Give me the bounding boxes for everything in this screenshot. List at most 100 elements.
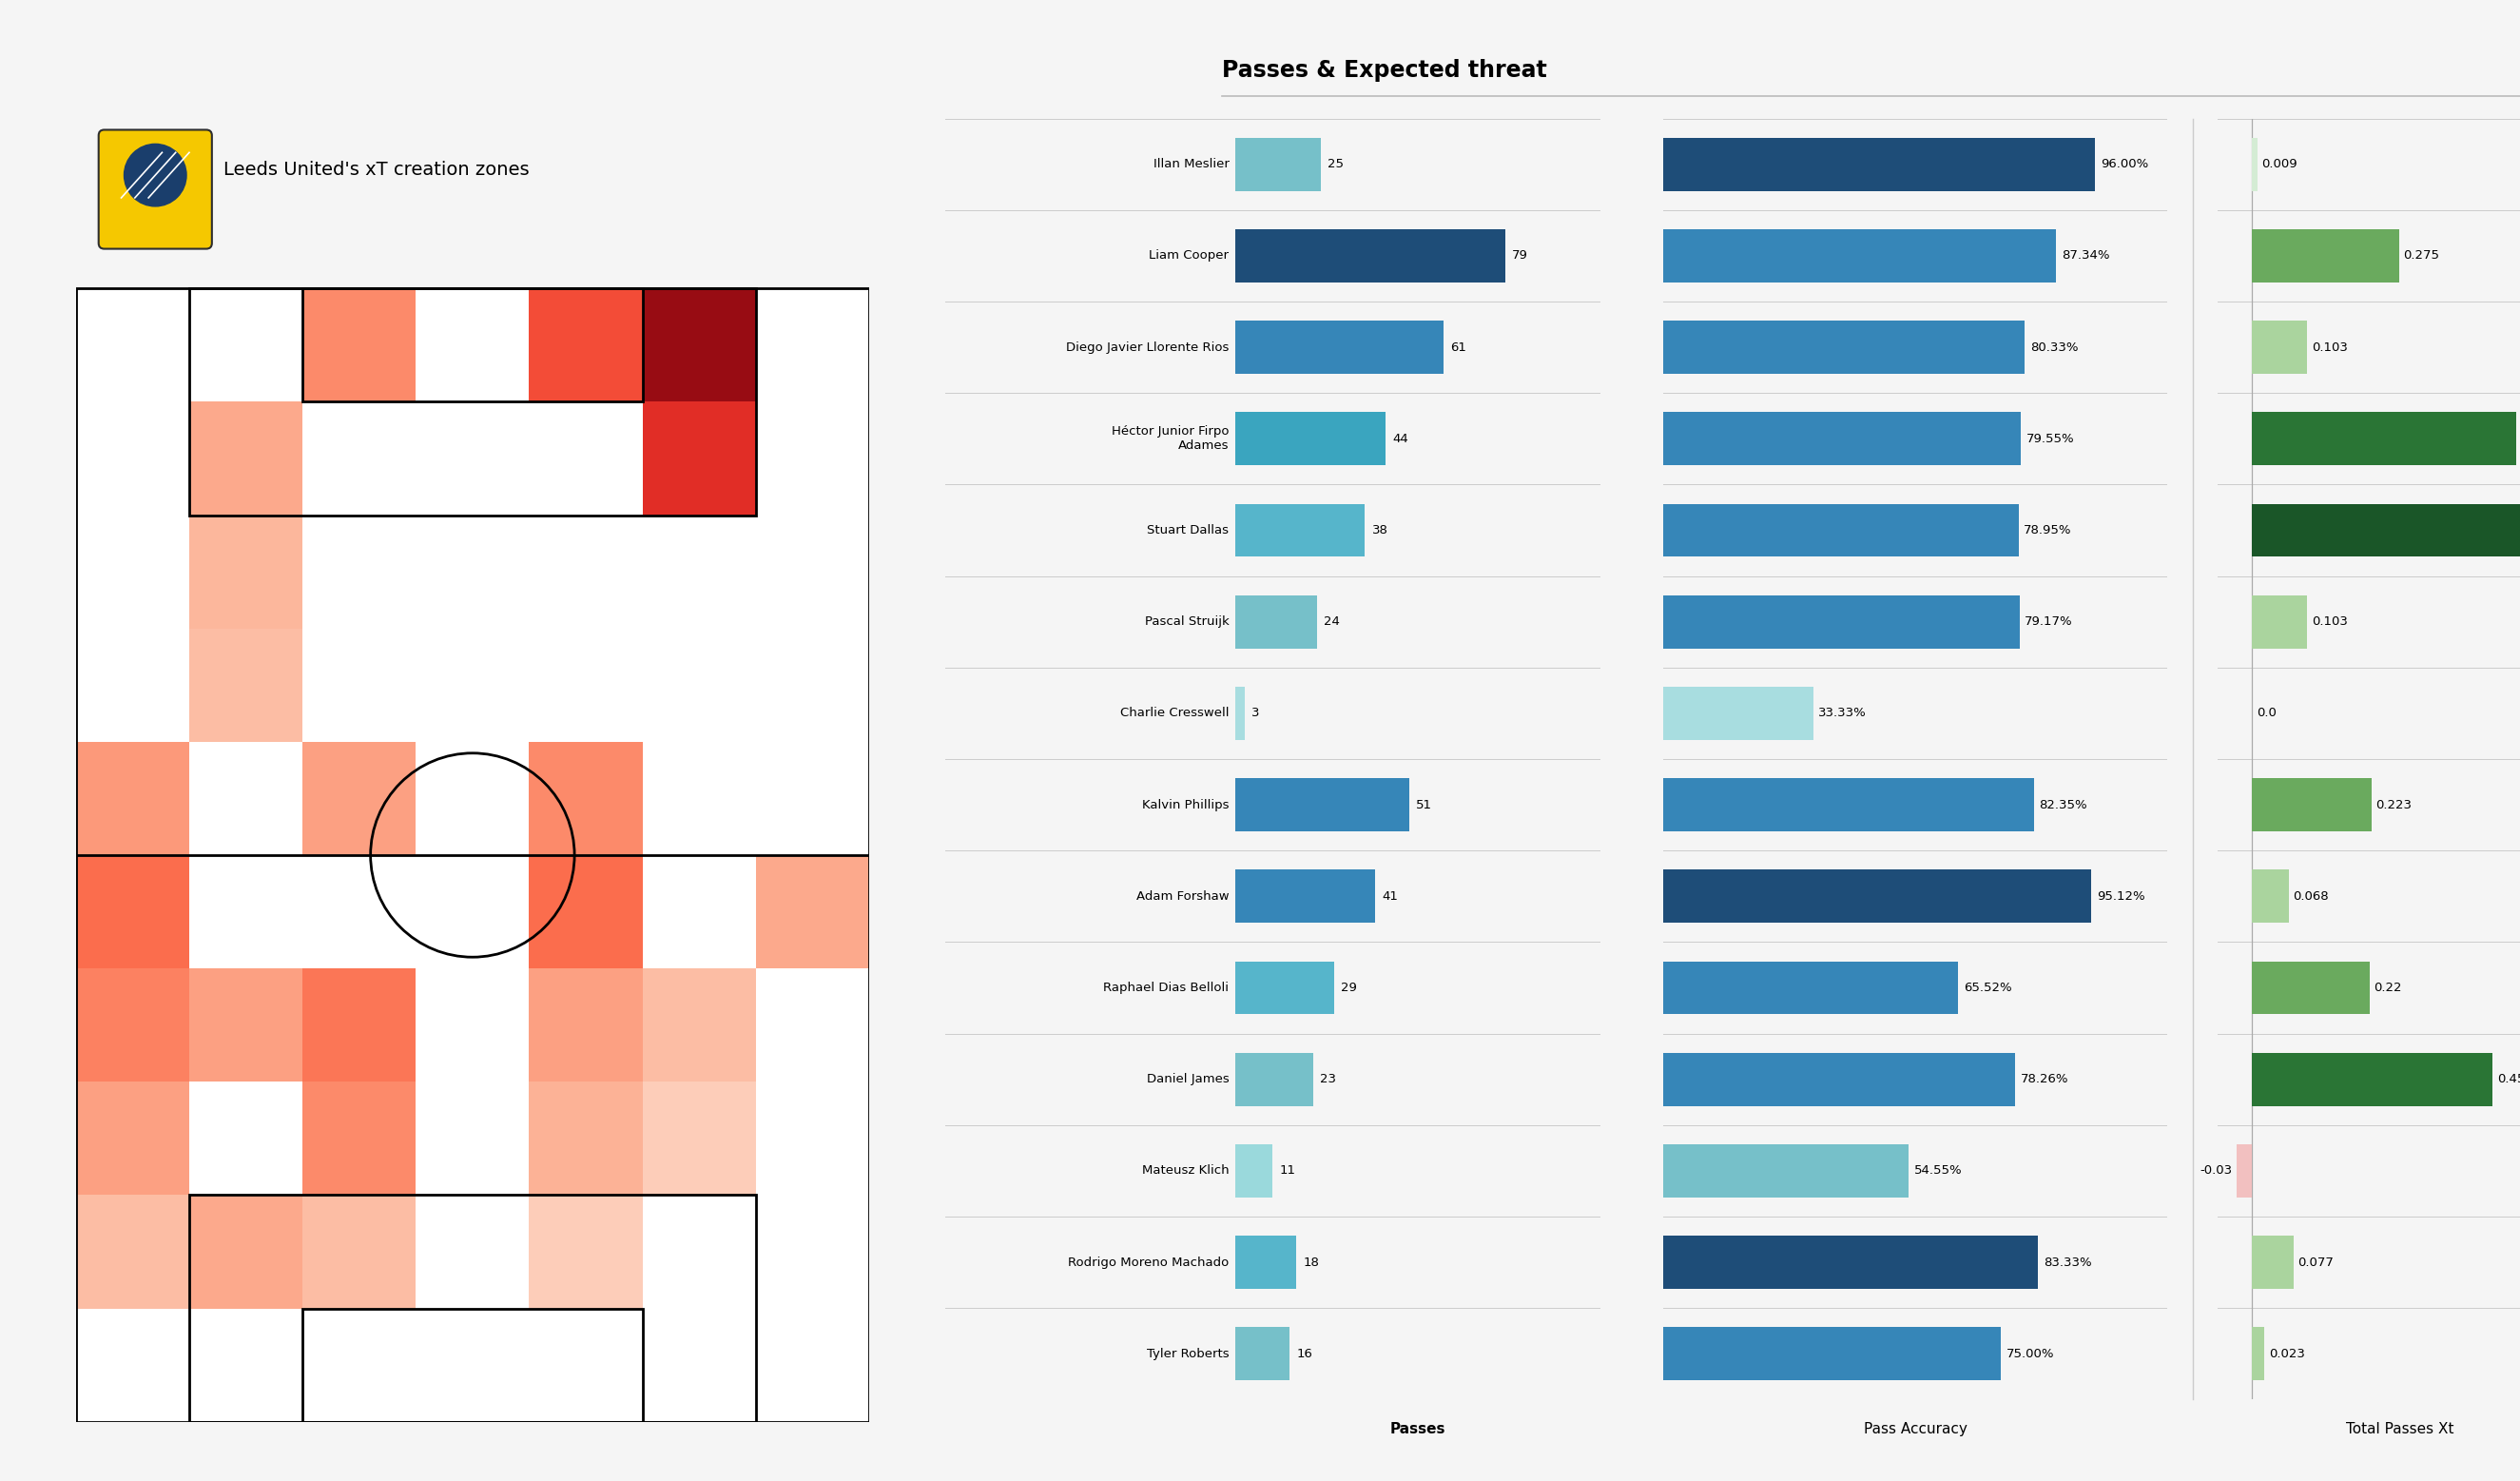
Bar bbox=[1235, 1327, 1290, 1380]
Text: 78.95%: 78.95% bbox=[2024, 524, 2071, 536]
Text: 78.26%: 78.26% bbox=[2021, 1074, 2069, 1086]
Text: 0.0: 0.0 bbox=[2255, 706, 2276, 720]
Bar bbox=[189, 401, 302, 515]
Text: Passes & Expected threat: Passes & Expected threat bbox=[1222, 59, 1547, 81]
Bar bbox=[643, 969, 756, 1081]
Text: 82.35%: 82.35% bbox=[2039, 798, 2087, 812]
Text: Kalvin Phillips: Kalvin Phillips bbox=[1142, 798, 1230, 812]
Bar bbox=[1235, 321, 1444, 373]
Text: Pascal Struijk: Pascal Struijk bbox=[1144, 616, 1230, 628]
Bar bbox=[1663, 595, 2019, 649]
Bar bbox=[1663, 1327, 2001, 1380]
Bar bbox=[756, 1195, 869, 1308]
Text: 0.275: 0.275 bbox=[2404, 250, 2439, 262]
Text: 54.55%: 54.55% bbox=[1915, 1164, 1963, 1177]
Bar bbox=[76, 1195, 189, 1308]
Bar bbox=[76, 515, 189, 628]
Text: 23: 23 bbox=[1320, 1074, 1336, 1086]
Bar bbox=[76, 628, 189, 742]
Text: Rodrigo Moreno Machado: Rodrigo Moreno Machado bbox=[1068, 1256, 1230, 1268]
Bar bbox=[756, 628, 869, 742]
Bar bbox=[302, 289, 416, 401]
Bar bbox=[302, 1308, 643, 1422]
Bar bbox=[416, 1308, 529, 1422]
Bar bbox=[1235, 230, 1504, 283]
Bar bbox=[756, 289, 869, 401]
Text: 65.52%: 65.52% bbox=[1963, 982, 2011, 994]
Bar bbox=[2253, 504, 2520, 557]
Bar bbox=[1235, 687, 1245, 740]
Bar bbox=[1663, 869, 2092, 923]
Bar bbox=[643, 628, 756, 742]
Bar bbox=[756, 1308, 869, 1422]
Bar bbox=[302, 969, 416, 1081]
Bar bbox=[416, 289, 529, 401]
Bar bbox=[416, 628, 529, 742]
Bar bbox=[643, 1195, 756, 1308]
Bar bbox=[416, 1195, 529, 1308]
Ellipse shape bbox=[123, 144, 186, 206]
Bar bbox=[416, 742, 529, 855]
Text: Daniel James: Daniel James bbox=[1147, 1074, 1230, 1086]
Bar bbox=[302, 401, 416, 515]
Bar bbox=[1663, 138, 2094, 191]
Text: 51: 51 bbox=[1416, 798, 1431, 812]
Bar bbox=[1235, 961, 1333, 1014]
Bar bbox=[2253, 595, 2308, 649]
Bar bbox=[76, 969, 189, 1081]
Bar bbox=[2253, 138, 2258, 191]
Text: 79.17%: 79.17% bbox=[2026, 616, 2074, 628]
Bar bbox=[416, 515, 529, 628]
Text: 83.33%: 83.33% bbox=[2044, 1256, 2092, 1268]
Bar bbox=[643, 855, 756, 969]
Bar bbox=[643, 289, 756, 401]
Text: 44: 44 bbox=[1394, 432, 1409, 444]
Text: 0.103: 0.103 bbox=[2311, 341, 2349, 354]
Bar bbox=[1663, 1235, 2039, 1288]
Text: 61: 61 bbox=[1452, 341, 1467, 354]
Bar bbox=[2235, 1145, 2253, 1197]
Bar bbox=[76, 1308, 189, 1422]
Bar bbox=[76, 742, 189, 855]
Bar bbox=[1663, 1145, 1908, 1197]
Bar bbox=[529, 742, 643, 855]
Text: 0.068: 0.068 bbox=[2293, 890, 2328, 902]
Bar bbox=[189, 1081, 302, 1195]
Bar bbox=[1235, 1145, 1273, 1197]
Bar bbox=[2253, 869, 2288, 923]
Text: Raphael Dias Belloli: Raphael Dias Belloli bbox=[1104, 982, 1230, 994]
Bar bbox=[529, 1195, 643, 1308]
Bar bbox=[76, 855, 189, 969]
Bar bbox=[2253, 230, 2399, 283]
Bar bbox=[1235, 1235, 1295, 1288]
Bar bbox=[1235, 504, 1366, 557]
Bar bbox=[1235, 595, 1318, 649]
Bar bbox=[189, 742, 302, 855]
Bar bbox=[302, 515, 416, 628]
Bar bbox=[302, 289, 643, 401]
Text: Passes: Passes bbox=[1389, 1422, 1446, 1437]
Bar bbox=[1235, 778, 1409, 831]
Text: 3: 3 bbox=[1252, 706, 1260, 720]
Text: Liam Cooper: Liam Cooper bbox=[1149, 250, 1230, 262]
Bar bbox=[76, 289, 869, 1422]
Bar bbox=[643, 1081, 756, 1195]
Bar bbox=[1663, 961, 1958, 1014]
Bar bbox=[2253, 321, 2308, 373]
Bar bbox=[76, 1081, 189, 1195]
Text: Charlie Cresswell: Charlie Cresswell bbox=[1119, 706, 1230, 720]
Text: 95.12%: 95.12% bbox=[2097, 890, 2145, 902]
Text: Leeds United's xT creation zones: Leeds United's xT creation zones bbox=[224, 160, 529, 179]
Text: 0.009: 0.009 bbox=[2260, 158, 2298, 170]
Text: 75.00%: 75.00% bbox=[2006, 1348, 2054, 1360]
Text: 80.33%: 80.33% bbox=[2031, 341, 2079, 354]
Text: Tyler Roberts: Tyler Roberts bbox=[1147, 1348, 1230, 1360]
Text: Héctor Junior Firpo
Adames: Héctor Junior Firpo Adames bbox=[1111, 425, 1230, 452]
Bar bbox=[189, 1195, 302, 1308]
Text: Total Passes Xt: Total Passes Xt bbox=[2346, 1422, 2454, 1437]
Bar bbox=[1663, 687, 1814, 740]
Text: 33.33%: 33.33% bbox=[1819, 706, 1867, 720]
Bar bbox=[529, 1308, 643, 1422]
Text: 79: 79 bbox=[1512, 250, 1527, 262]
Bar bbox=[756, 969, 869, 1081]
